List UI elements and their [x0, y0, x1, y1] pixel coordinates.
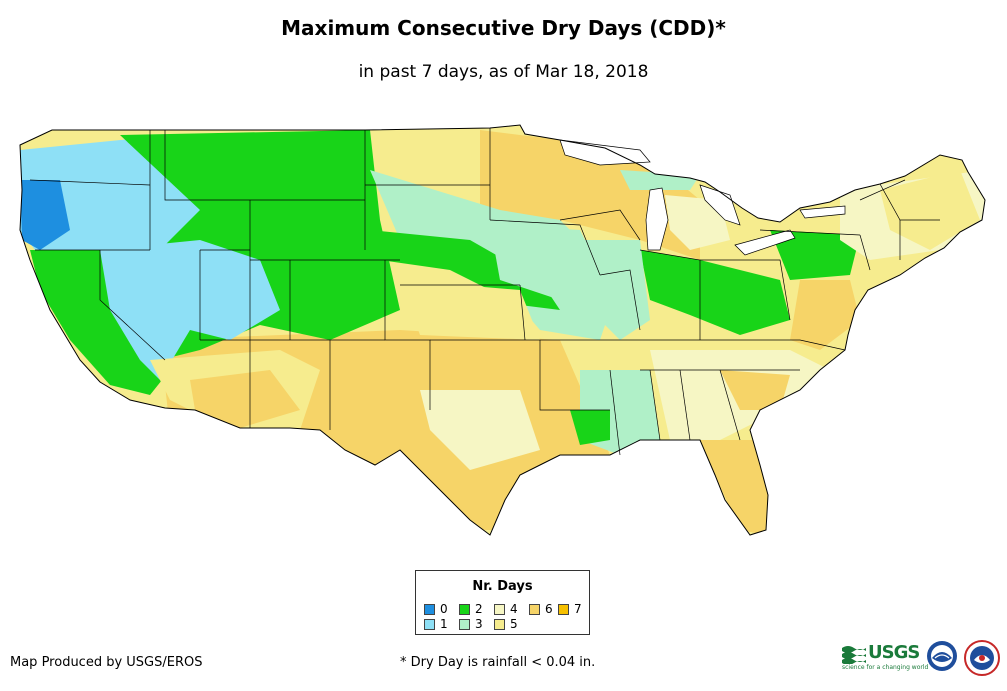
map-title: Maximum Consecutive Dry Days (CDD)* — [281, 16, 726, 40]
cdd-map — [19, 124, 986, 536]
legend-label-7: 7 — [574, 602, 582, 616]
legend-item-0: 0 — [424, 603, 448, 616]
legend-label-6: 6 — [545, 602, 553, 616]
legend-item-6: 6 — [529, 603, 553, 616]
map-credit: Map Produced by USGS/EROS — [10, 655, 203, 670]
lake-ontario — [799, 205, 846, 219]
legend-title: Nr. Days — [472, 579, 533, 594]
legend-item-3: 3 — [459, 618, 483, 631]
region-kansas-5 — [400, 280, 540, 340]
legend-swatch-0 — [424, 604, 435, 615]
usgs-wordmark: USGS — [868, 642, 920, 663]
region-oregon-coast-0 — [20, 180, 70, 250]
legend: Nr. Days 0 1 2 3 4 5 6 7 — [415, 570, 590, 635]
nws-logo-icon — [964, 640, 1000, 676]
usgs-logo: USGS science for a changing world — [842, 642, 928, 671]
lake-michigan — [645, 187, 669, 251]
agency-logos: USGS science for a changing world — [842, 640, 1002, 680]
legend-label-0: 0 — [440, 602, 448, 616]
legend-label-2: 2 — [475, 602, 483, 616]
great-lakes — [559, 139, 846, 256]
legend-item-2: 2 — [459, 603, 483, 616]
legend-label-3: 3 — [475, 617, 483, 631]
region-florida-6 — [700, 440, 768, 535]
region-iowa-3 — [490, 225, 600, 300]
state-borders — [29, 128, 940, 456]
legend-swatch-1 — [424, 619, 435, 630]
legend-label-5: 5 — [510, 617, 518, 631]
dry-day-footnote: * Dry Day is rainfall < 0.04 in. — [400, 655, 596, 670]
map-subtitle: in past 7 days, as of Mar 18, 2018 — [358, 62, 649, 82]
legend-item-5: 5 — [494, 618, 518, 631]
lake-huron — [699, 184, 741, 226]
noaa-logo-icon — [927, 641, 957, 671]
legend-item-4: 4 — [494, 603, 518, 616]
legend-swatch-2 — [459, 604, 470, 615]
region-ohio-valley-2 — [640, 250, 790, 335]
region-arizona-6 — [190, 370, 300, 428]
region-northern-michigan-3 — [620, 170, 700, 190]
region-texas-4 — [420, 390, 540, 470]
legend-swatch-7 — [558, 604, 569, 615]
region-california-2 — [30, 250, 170, 395]
region-georgia-6 — [720, 370, 790, 410]
legend-label-1: 1 — [440, 617, 448, 631]
region-newengland-5 — [880, 170, 980, 250]
usgs-tagline: science for a changing world — [842, 664, 929, 671]
lake-erie — [734, 229, 796, 256]
legend-item-1: 1 — [424, 618, 448, 631]
legend-label-4: 4 — [510, 602, 518, 616]
us-outline — [19, 124, 986, 536]
legend-swatch-4 — [494, 604, 505, 615]
legend-swatch-6 — [529, 604, 540, 615]
cdd-regions — [20, 125, 985, 535]
region-great-basin-1 — [100, 240, 280, 380]
usgs-wave-icon — [842, 646, 866, 664]
legend-item-7: 7 — [558, 603, 582, 616]
legend-swatch-3 — [459, 619, 470, 630]
legend-swatch-5 — [494, 619, 505, 630]
region-louisiana-2 — [570, 410, 610, 445]
region-pennsylvania-2 — [770, 230, 860, 280]
region-virginia-6 — [790, 280, 860, 350]
